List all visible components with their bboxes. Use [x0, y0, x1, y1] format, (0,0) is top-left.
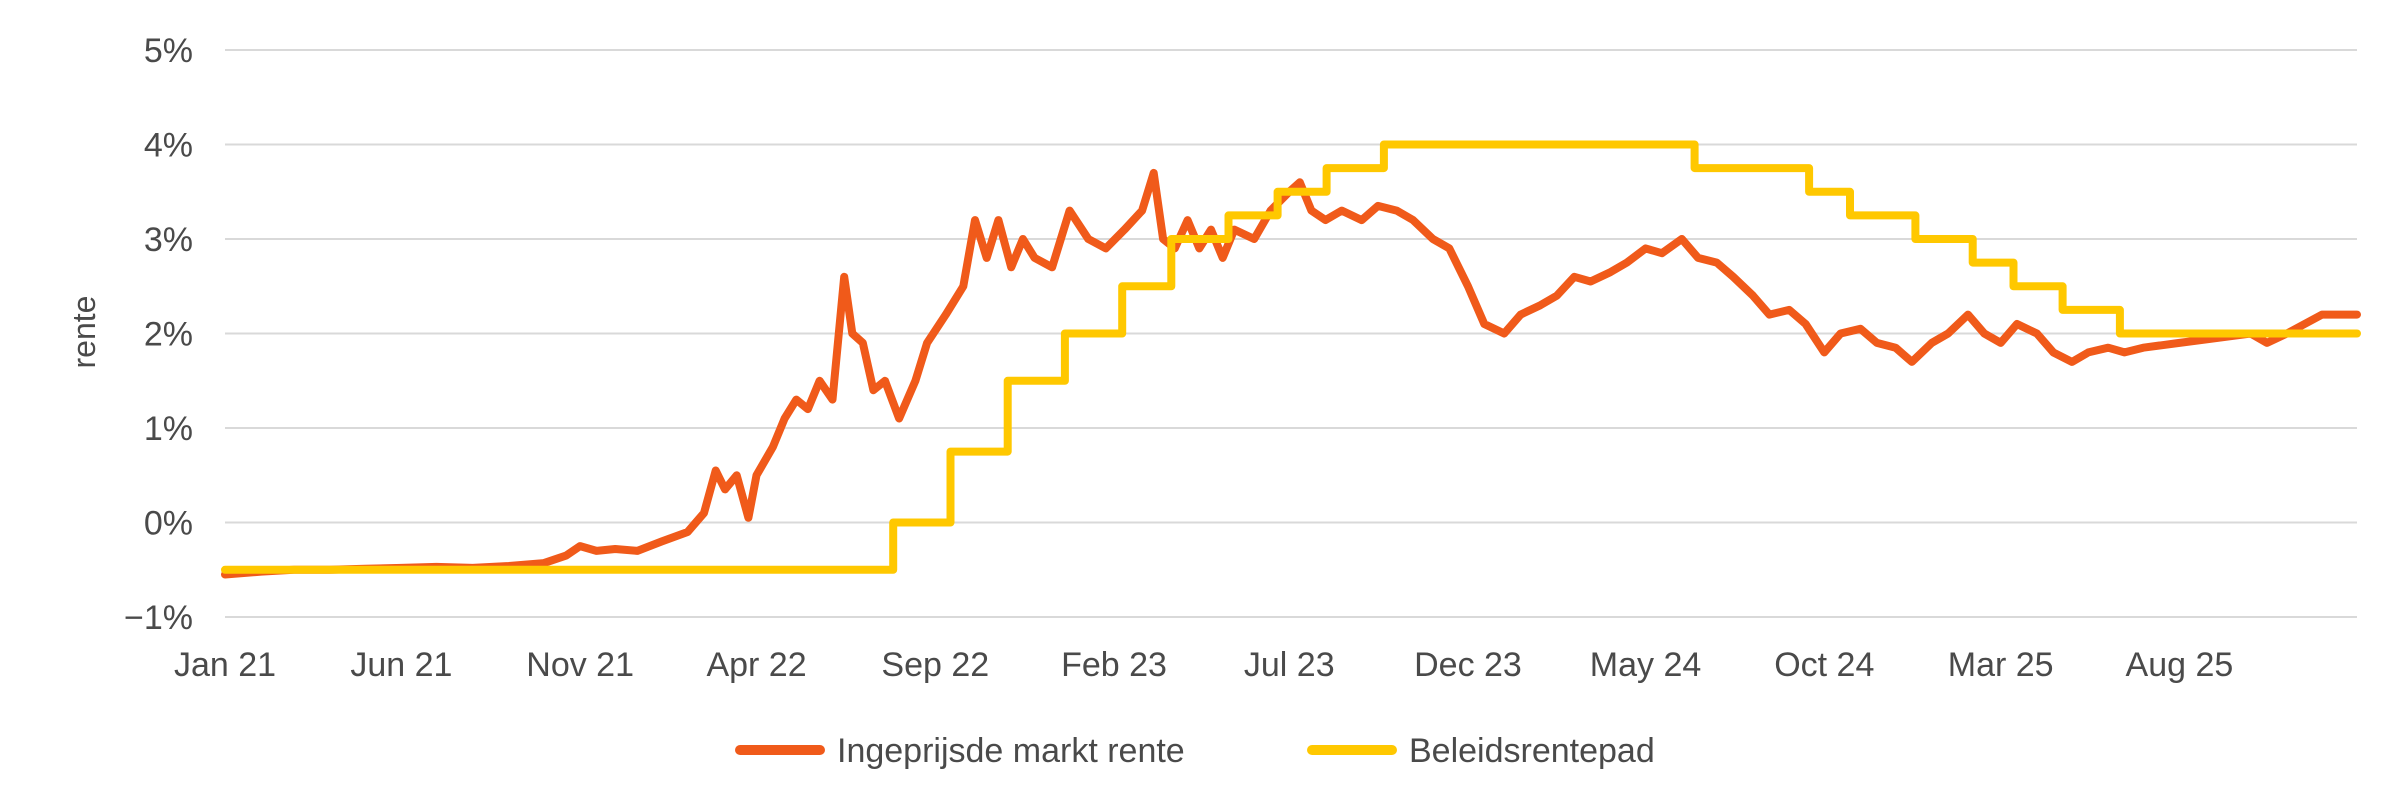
x-axis-tick-labels: Jan 21 Jun 21 Nov 21 Apr 22 Sep 22 Feb 23 Jul … [174, 646, 2233, 684]
series-line-beleidsrentepad [221, 140, 2361, 574]
legend: Ingeprijsde markt rente Beleidsrentepad [735, 732, 1655, 770]
y-tick-label: 3% [144, 221, 193, 259]
x-tick-label: Mar 25 [1948, 646, 2054, 684]
legend-label: Beleidsrentepad [1409, 732, 1655, 770]
x-tick-label: Sep 22 [881, 646, 989, 684]
x-tick-label: Aug 25 [2126, 646, 2234, 684]
y-axis-title: rente [66, 296, 102, 369]
y-tick-label: 2% [144, 316, 193, 354]
y-tick-label: 4% [144, 127, 193, 165]
x-tick-label: Jan 21 [174, 646, 276, 684]
legend-label: Ingeprijsde markt rente [837, 732, 1185, 770]
x-tick-label: May 24 [1590, 646, 1702, 684]
x-tick-label: Jun 21 [350, 646, 452, 684]
gridlines [225, 49, 2357, 618]
x-tick-label: Nov 21 [526, 646, 634, 684]
x-tick-label: Dec 23 [1414, 646, 1522, 684]
y-axis-tick-labels: −1% 0% 1% 2% 3% 4% 5% [124, 32, 193, 637]
y-tick-label: 0% [144, 505, 193, 543]
x-tick-label: Jul 23 [1244, 646, 1335, 684]
x-tick-label: Feb 23 [1061, 646, 1167, 684]
y-tick-label: −1% [124, 599, 193, 637]
y-tick-label: 1% [144, 410, 193, 448]
series-lines [221, 140, 2361, 579]
series-line-ingeprijsde-markt-rente [221, 168, 2361, 579]
y-tick-label: 5% [144, 32, 193, 70]
x-tick-label: Oct 24 [1774, 646, 1874, 684]
x-tick-label: Apr 22 [706, 646, 806, 684]
